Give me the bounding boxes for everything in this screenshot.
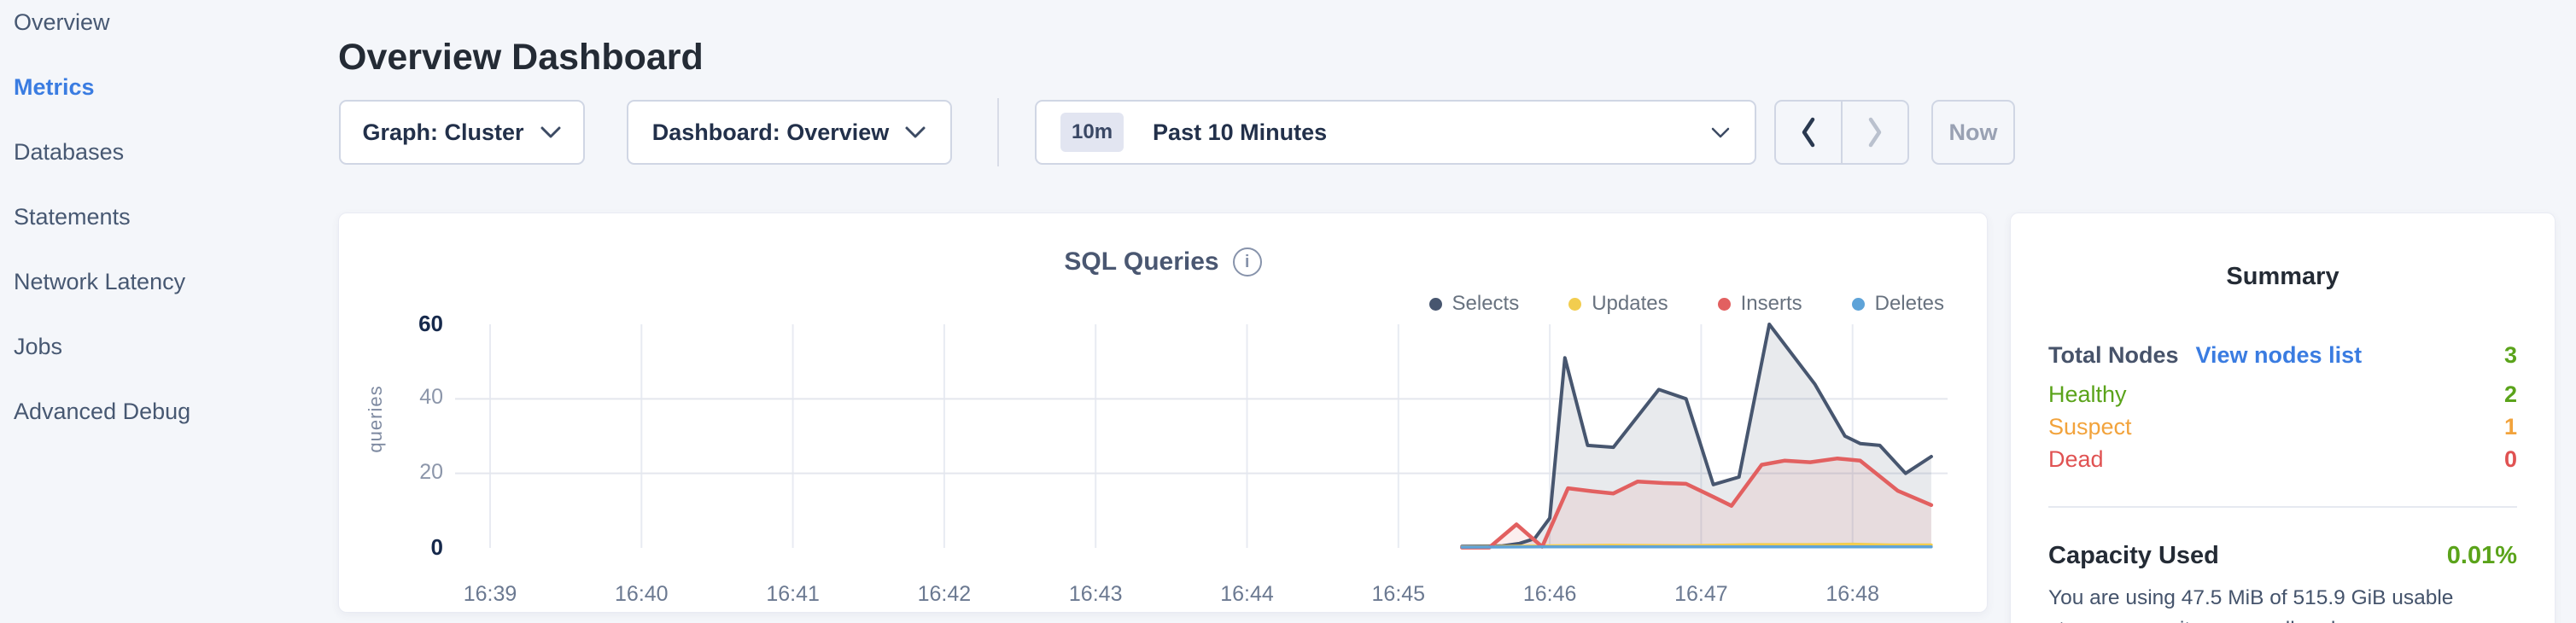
x-tick-label: 16:47 — [1674, 582, 1728, 606]
x-tick-label: 16:48 — [1825, 582, 1879, 606]
chart-title: SQL Queries — [1064, 247, 1219, 276]
summary-title: Summary — [2226, 263, 2339, 290]
legend-item-updates[interactable]: Updates — [1568, 292, 1668, 316]
sidebar-item-advanced-debug[interactable]: Advanced Debug — [14, 399, 191, 424]
sidebar-item-network-latency[interactable]: Network Latency — [14, 269, 186, 294]
x-tick-label: 16:46 — [1522, 582, 1577, 606]
sidebar-item-overview[interactable]: Overview — [14, 9, 110, 35]
dead-nodes-row: Dead 0 — [2048, 443, 2517, 475]
legend-dot-icon — [1568, 297, 1582, 311]
graph-source-dropdown-label: Graph: Cluster — [362, 119, 524, 145]
arrow-buttons-divider — [1841, 102, 1843, 163]
time-range-dropdown[interactable]: 10m Past 10 Minutes — [1035, 100, 1756, 165]
now-button[interactable]: Now — [1931, 100, 2015, 165]
page-title: Overview Dashboard — [338, 36, 704, 78]
healthy-label: Healthy — [2048, 381, 2127, 407]
y-tick-label: 20 — [419, 459, 443, 484]
graph-source-dropdown[interactable]: Graph: Cluster — [339, 100, 585, 165]
legend-dot-icon — [1851, 297, 1865, 311]
x-tick-label: 16:43 — [1068, 582, 1123, 606]
x-tick-label: 16:42 — [917, 582, 972, 606]
x-tick-label: 16:41 — [766, 582, 820, 606]
y-tick-label: 60 — [418, 311, 443, 336]
y-tick-label: 0 — [430, 534, 443, 560]
summary-divider — [2048, 506, 2517, 508]
time-range-badge: 10m — [1060, 113, 1124, 152]
legend-label: Inserts — [1740, 292, 1802, 315]
x-tick-label: 16:44 — [1220, 582, 1274, 606]
capacity-description: You are using 47.5 MiB of 515.9 GiB usab… — [2048, 586, 2454, 623]
sidebar-item-statements[interactable]: Statements — [14, 204, 131, 230]
healthy-nodes-row: Healthy 2 — [2048, 378, 2517, 410]
capacity-used-value: 0.01% — [2446, 542, 2517, 569]
x-tick-label: 16:40 — [615, 582, 669, 606]
dashboard-dropdown[interactable]: Dashboard: Overview — [627, 100, 952, 165]
dashboard-dropdown-label: Dashboard: Overview — [651, 119, 890, 145]
x-tick-label: 16:45 — [1371, 582, 1426, 606]
suspect-nodes-row: Suspect 1 — [2048, 410, 2517, 443]
chart-legend: Selects Updates Inserts Deletes — [1428, 292, 1944, 316]
dead-value: 0 — [2503, 446, 2517, 472]
time-window-arrows — [1774, 100, 1909, 165]
legend-label: Deletes — [1874, 292, 1944, 315]
previous-time-window-button[interactable] — [1776, 102, 1841, 163]
total-nodes-row: Total Nodes View nodes list 3 — [2048, 339, 2517, 371]
legend-dot-icon — [1428, 297, 1442, 311]
suspect-label: Suspect — [2048, 414, 2132, 440]
chevron-down-icon — [1710, 126, 1731, 139]
legend-label: Selects — [1452, 292, 1520, 315]
sidebar-item-jobs[interactable]: Jobs — [14, 334, 63, 359]
sidebar-item-databases[interactable]: Databases — [14, 139, 125, 165]
legend-item-inserts[interactable]: Inserts — [1717, 292, 1802, 316]
view-nodes-list-link[interactable]: View nodes list — [2195, 342, 2363, 368]
total-nodes-label: Total Nodes — [2048, 342, 2179, 368]
capacity-used-label: Capacity Used — [2048, 542, 2219, 569]
healthy-value: 2 — [2503, 381, 2517, 407]
chevron-down-icon — [904, 125, 926, 139]
capacity-used-row: Capacity Used 0.01% — [2048, 542, 2517, 570]
legend-label: Updates — [1592, 292, 1668, 315]
sidebar-nav: Overview Metrics Databases Statements Ne… — [0, 0, 324, 444]
y-tick-label: 40 — [419, 385, 443, 410]
sidebar-item-metrics[interactable]: Metrics — [14, 74, 95, 100]
legend-item-deletes[interactable]: Deletes — [1851, 292, 1944, 316]
sql-queries-chart-card: SQL Queries Selects Updates Inserts Deletes… — [338, 213, 1988, 613]
suspect-value: 1 — [2503, 414, 2517, 440]
legend-item-selects[interactable]: Selects — [1428, 292, 1520, 316]
chevron-down-icon — [540, 125, 562, 139]
now-button-label: Now — [1948, 119, 1998, 145]
next-time-window-button[interactable] — [1843, 102, 1907, 163]
summary-panel: Summary Total Nodes View nodes list 3 He… — [2010, 213, 2556, 623]
info-icon[interactable] — [1232, 247, 1262, 277]
time-range-label: Past 10 Minutes — [1153, 119, 1328, 145]
dead-label: Dead — [2048, 446, 2104, 472]
total-nodes-value: 3 — [2503, 342, 2517, 368]
x-tick-label: 16:39 — [463, 582, 517, 606]
legend-dot-icon — [1717, 297, 1731, 311]
controls-divider — [997, 98, 999, 166]
